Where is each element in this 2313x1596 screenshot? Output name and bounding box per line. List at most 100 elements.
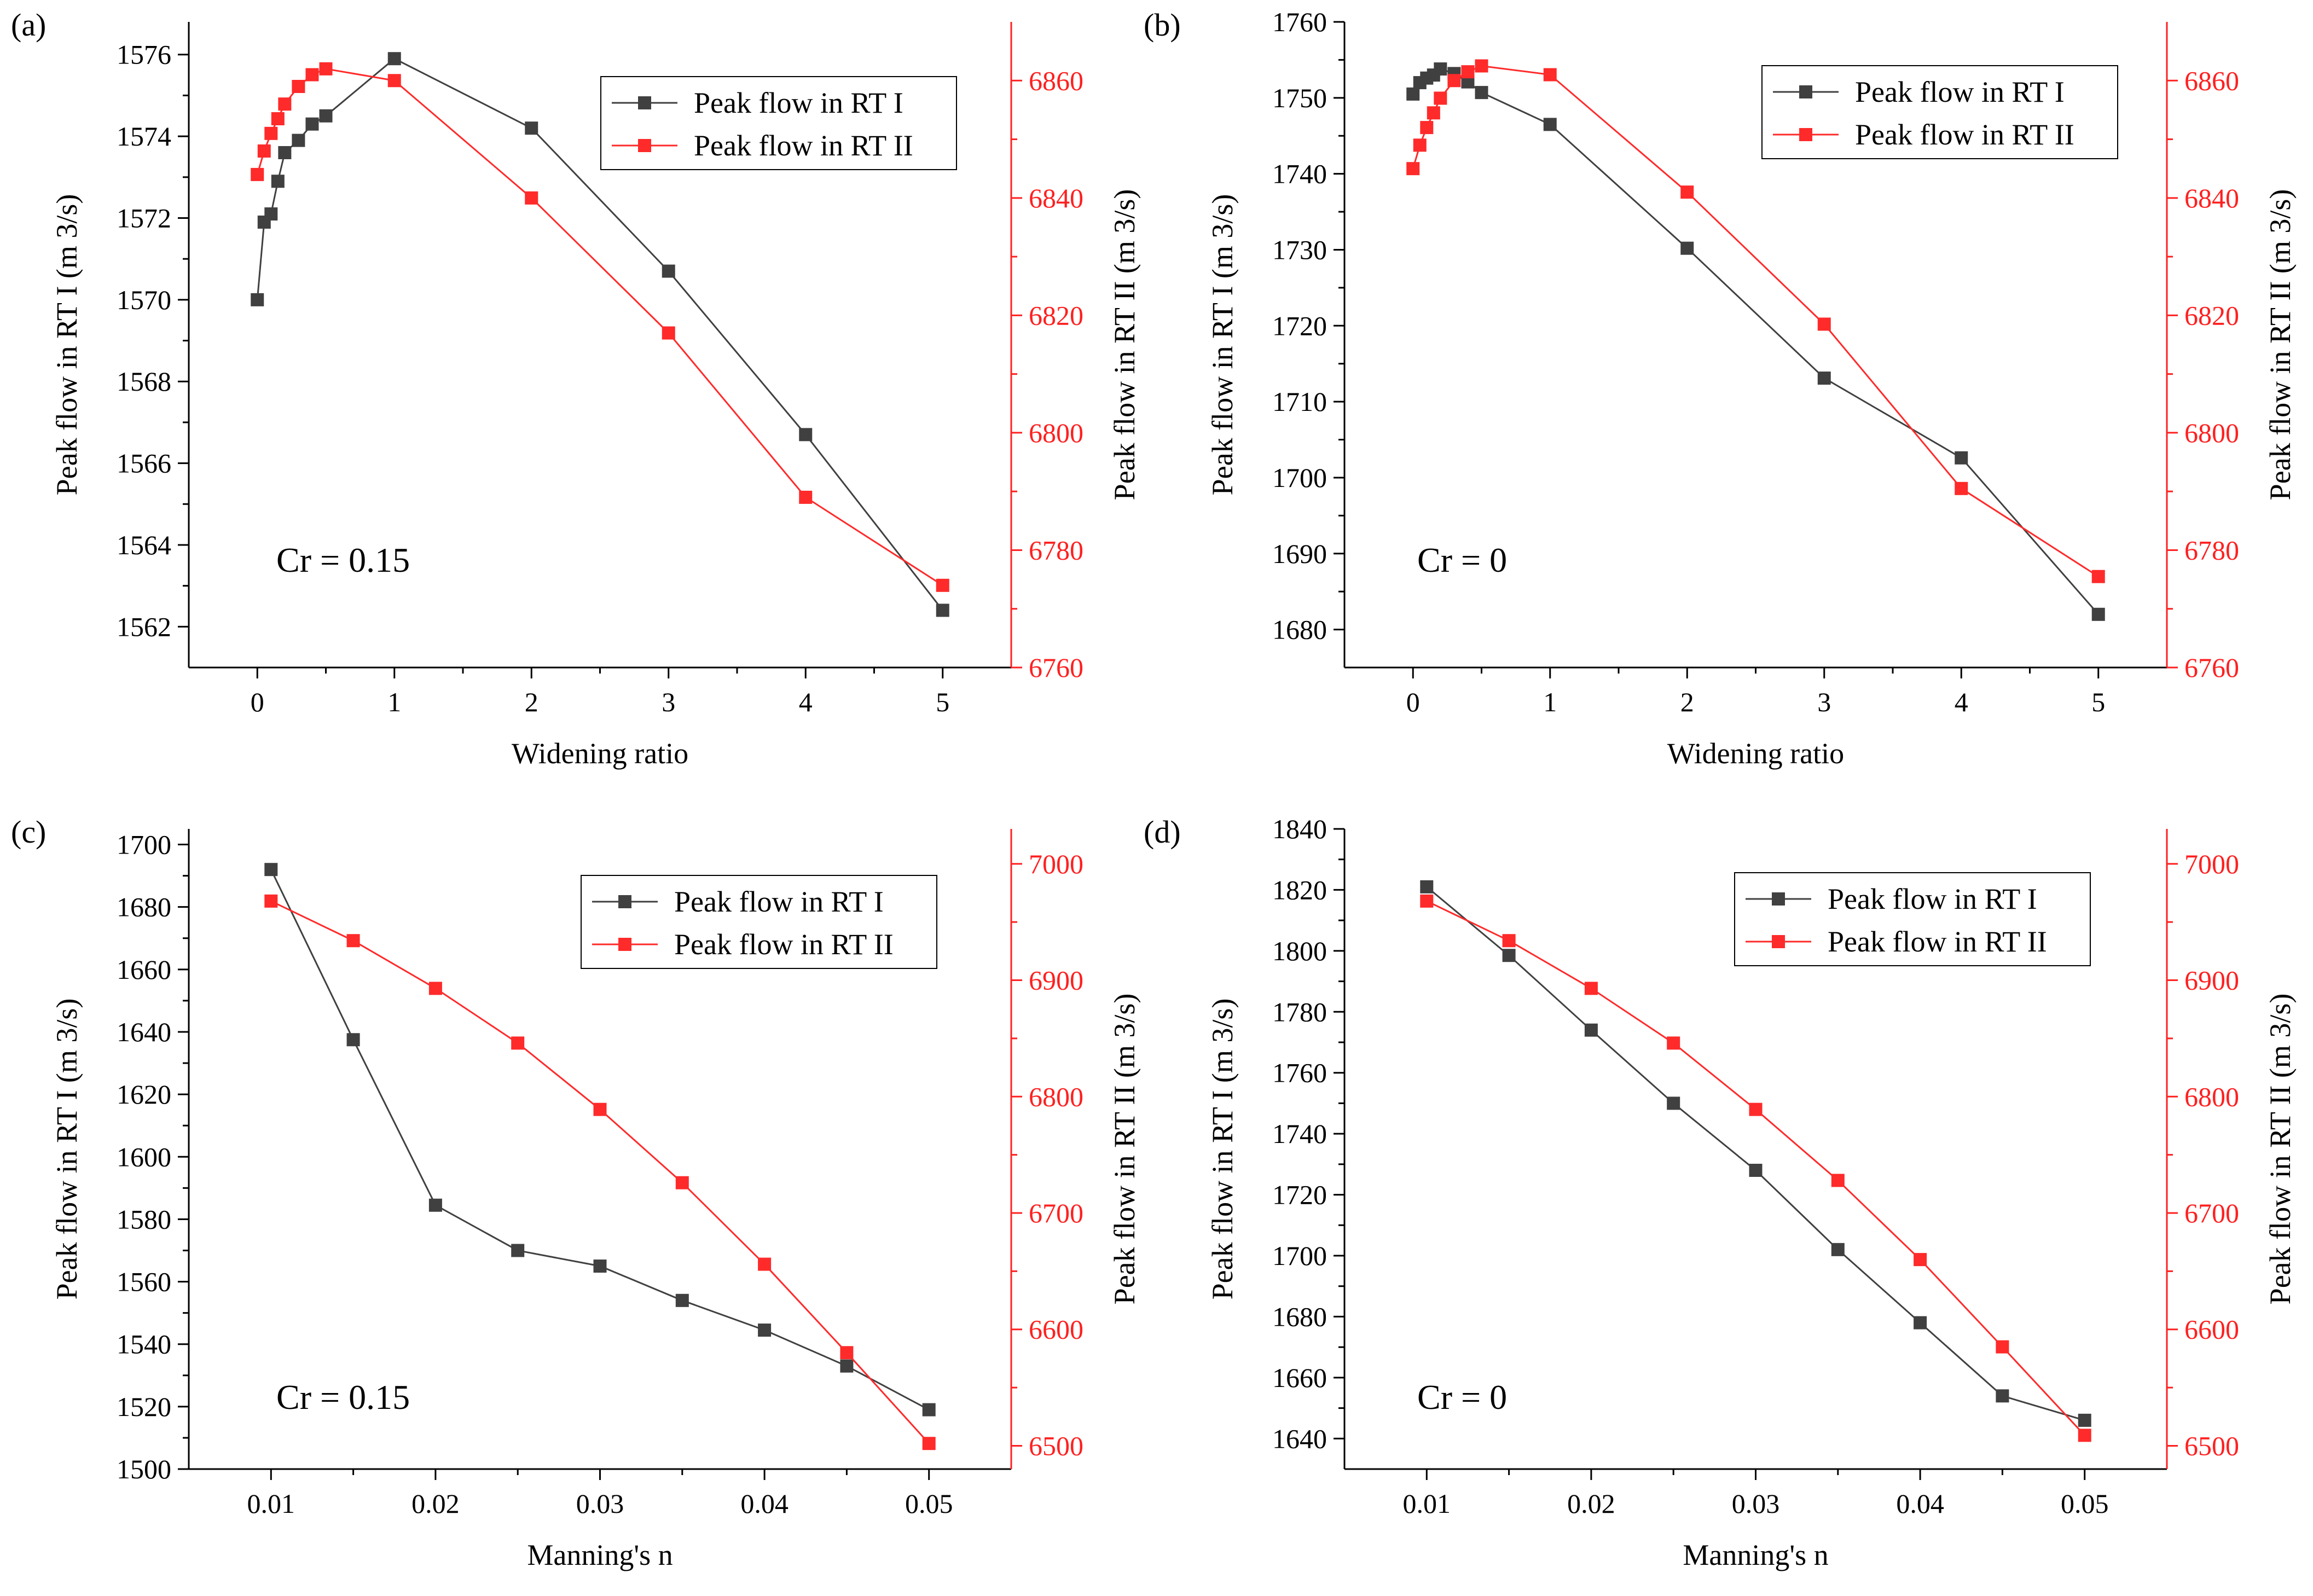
data-point <box>2091 570 2105 583</box>
data-point <box>525 191 538 205</box>
x-tick-label: 0.05 <box>905 1488 953 1519</box>
data-point <box>1831 1243 1845 1256</box>
data-point <box>257 144 271 158</box>
y-tick-label: 1580 <box>117 1204 171 1234</box>
y-tick-label: 1700 <box>1272 1240 1327 1271</box>
data-point <box>525 121 538 135</box>
y-tick-label: 1710 <box>1272 386 1327 417</box>
data-point <box>1914 1253 1927 1267</box>
legend-marker <box>618 938 631 951</box>
y2-tick-label: 6700 <box>1029 1198 1083 1228</box>
y-tick-label: 1660 <box>1272 1362 1327 1393</box>
data-point <box>511 1036 525 1050</box>
data-point <box>758 1257 772 1271</box>
data-point <box>675 1176 689 1189</box>
y-tick-label: 1750 <box>1272 83 1327 113</box>
x-tick-label: 0.05 <box>2061 1488 2109 1519</box>
x-tick-label: 5 <box>936 687 949 717</box>
y-tick-label: 1562 <box>117 611 171 642</box>
data-point <box>922 1437 936 1450</box>
y2-tick-label: 6820 <box>2184 300 2239 330</box>
y-tick-label: 1720 <box>1272 310 1327 341</box>
legend-label: Peak flow in RT I <box>694 86 903 119</box>
y2-tick-label: 6900 <box>2184 965 2239 996</box>
data-point <box>346 934 360 948</box>
y2-tick-label: 6500 <box>2184 1430 2239 1461</box>
y2-tick-label: 6800 <box>2184 1081 2239 1112</box>
data-point <box>593 1260 607 1273</box>
y-tick-label: 1576 <box>117 39 171 70</box>
data-point <box>1680 241 1694 255</box>
chart-panel-2: 0 1 2 3 4 5 1680 1690 1700 1710 1720 1730 1740 1750 17… <box>1144 7 2297 770</box>
data-point <box>1817 372 1831 385</box>
legend: Peak flow in RT I Peak flow in RT II <box>1734 872 2091 966</box>
y-tick-label: 1700 <box>117 829 171 860</box>
y-tick-label: 1760 <box>1272 7 1327 37</box>
data-point <box>840 1359 854 1373</box>
legend-box <box>600 76 957 170</box>
panel-label: (d) <box>1144 814 1181 850</box>
y2-tick-label: 6800 <box>1029 1081 1083 1112</box>
data-point <box>1543 118 1557 131</box>
legend-marker <box>1799 128 1812 141</box>
y2-tick-label: 6780 <box>2184 535 2239 565</box>
data-point <box>319 62 333 76</box>
annotation: Cr = 0 <box>1417 541 1507 579</box>
x-tick-label: 5 <box>2091 687 2105 717</box>
data-point <box>251 293 264 306</box>
y-tick-label: 1680 <box>1272 614 1327 645</box>
y-axis-label: Peak flow in RT I (m 3/s) <box>50 194 83 496</box>
legend-marker <box>618 895 631 908</box>
x-tick-label: 1 <box>387 687 401 717</box>
y2-tick-label: 6800 <box>1029 417 1083 448</box>
data-point <box>593 1102 607 1116</box>
x-axis-label: Manning's n <box>527 1539 673 1571</box>
y2-tick-label: 6600 <box>2184 1314 2239 1345</box>
data-point <box>1475 86 1488 100</box>
y-tick-label: 1820 <box>1272 874 1327 905</box>
x-tick-label: 0.01 <box>247 1488 295 1519</box>
legend-marker <box>638 139 651 152</box>
data-point <box>1667 1036 1680 1050</box>
x-tick-label: 0.01 <box>1403 1488 1451 1519</box>
data-point <box>1749 1102 1763 1116</box>
data-point <box>292 134 305 147</box>
y2-axis-label: Peak flow in RT II (m 3/s) <box>1108 189 1141 501</box>
y-tick-label: 1680 <box>117 892 171 922</box>
y2-tick-label: 7000 <box>1029 849 1083 879</box>
y-axis-label: Peak flow in RT I (m 3/s) <box>1206 999 1239 1300</box>
legend-marker <box>638 96 651 109</box>
series-line-1 <box>1426 886 2085 1421</box>
x-tick-label: 4 <box>799 687 813 717</box>
legend-label: Peak flow in RT II <box>674 928 894 961</box>
data-point <box>1420 880 1434 893</box>
series-line-2 <box>270 900 930 1444</box>
y2-axis-label: Peak flow in RT II (m 3/s) <box>2264 994 2297 1305</box>
data-point <box>1584 982 1598 995</box>
data-point <box>1420 121 1434 135</box>
legend: Peak flow in RT I Peak flow in RT II <box>600 76 957 170</box>
data-point <box>292 80 305 93</box>
data-point <box>1406 162 1420 176</box>
data-point <box>2078 1413 2091 1427</box>
y2-tick-label: 6500 <box>1029 1430 1083 1461</box>
data-point <box>1584 1023 1598 1037</box>
y2-tick-label: 7000 <box>2184 849 2239 879</box>
data-point <box>511 1244 525 1257</box>
y2-tick-label: 6760 <box>2184 652 2239 683</box>
data-point <box>305 117 319 131</box>
data-point <box>799 428 813 442</box>
x-tick-label: 0.02 <box>411 1488 460 1519</box>
data-point <box>1406 87 1420 101</box>
data-point <box>936 603 949 617</box>
data-point <box>271 175 285 188</box>
y-tick-label: 1572 <box>117 202 171 233</box>
y2-tick-label: 6760 <box>1029 652 1083 683</box>
data-point <box>1543 68 1557 82</box>
legend-box <box>581 875 937 969</box>
y2-axis-label: Peak flow in RT II (m 3/s) <box>1108 994 1141 1305</box>
data-point <box>1914 1316 1927 1330</box>
y-tick-label: 1700 <box>1272 462 1327 493</box>
chart-panel-4: 0.01 0.02 0.03 0.04 0.05 1640 1660 1680 1700 1720… <box>1144 814 2297 1571</box>
legend-box <box>1761 65 2118 159</box>
